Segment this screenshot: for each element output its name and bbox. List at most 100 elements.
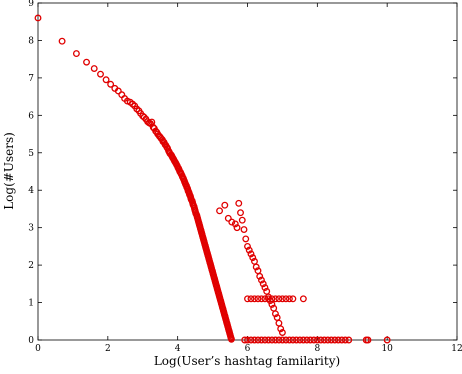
data-point	[278, 295, 286, 303]
data-point	[265, 336, 272, 344]
data-point	[261, 336, 269, 344]
data-point	[299, 295, 307, 303]
data-point	[345, 336, 353, 344]
data-point	[299, 336, 307, 344]
x-tick-label: 12	[451, 344, 462, 354]
data-point	[261, 295, 269, 303]
x-tick-label: 2	[105, 344, 111, 354]
data-point	[231, 220, 239, 228]
data-point	[341, 336, 349, 344]
data-point	[364, 336, 372, 344]
data-point	[102, 76, 110, 84]
data-point	[244, 242, 251, 250]
data-point	[247, 336, 255, 344]
data-point	[265, 295, 272, 303]
data-point	[278, 336, 286, 344]
data-point	[268, 295, 276, 303]
data-point	[228, 218, 236, 226]
data-point	[227, 335, 235, 343]
y-tick-label: 6	[28, 111, 34, 121]
data-point	[221, 201, 229, 209]
data-point	[258, 276, 265, 284]
data-point	[244, 295, 251, 303]
y-tick-label: 5	[28, 149, 34, 159]
data-point	[258, 295, 265, 303]
data-point	[252, 263, 260, 271]
y-tick-label: 0	[28, 336, 34, 346]
data-point	[331, 336, 339, 344]
data-point	[140, 113, 148, 121]
x-tick-label: 8	[314, 344, 320, 354]
data-point	[247, 250, 255, 258]
data-point	[275, 336, 283, 344]
data-point	[247, 295, 255, 303]
data-point	[338, 336, 346, 344]
data-point	[306, 336, 314, 344]
data-point	[249, 254, 257, 262]
x-tick-label: 4	[175, 344, 181, 354]
y-tick-label: 2	[28, 261, 34, 271]
plot-frame	[37, 2, 458, 341]
x-tick-label: 10	[381, 344, 393, 354]
x-tick-labels: 0 2 4 6 8 10 12	[35, 344, 462, 354]
data-point	[235, 199, 243, 207]
data-point	[282, 336, 290, 344]
data-point	[313, 336, 321, 344]
data-point	[224, 214, 232, 222]
y-tick-label: 1	[28, 299, 34, 309]
data-point	[242, 235, 250, 243]
data-point	[271, 295, 279, 303]
data-point	[244, 336, 251, 344]
data-point	[237, 209, 244, 217]
data-point	[285, 295, 293, 303]
y-tick-label: 7	[28, 74, 34, 84]
x-tick-label: 6	[245, 344, 251, 354]
data-point	[233, 224, 241, 232]
data-point	[241, 336, 249, 344]
data-point	[383, 336, 391, 344]
data-point	[240, 226, 248, 233]
axis-ticks	[37, 2, 458, 341]
data-point	[238, 216, 246, 224]
data-point	[259, 280, 267, 288]
x-axis-label: Log(User’s hashtag familarity)	[154, 354, 340, 368]
y-axis-label: Log(#Users)	[2, 132, 16, 210]
data-point	[275, 295, 283, 303]
data-point	[83, 58, 90, 66]
data-point	[310, 336, 318, 344]
data-point	[275, 319, 283, 327]
data-point	[251, 336, 258, 344]
x-tick-label: 0	[35, 344, 41, 354]
data-point	[107, 80, 115, 88]
data-point	[254, 336, 262, 344]
data-point	[317, 336, 325, 344]
data-point	[296, 336, 304, 344]
data-point	[289, 295, 297, 303]
y-tick-labels: 0 1 2 3 4 5 6 7 8 9	[28, 0, 34, 346]
data-points	[34, 14, 391, 344]
data-point	[271, 336, 279, 344]
data-point	[324, 336, 332, 344]
data-point	[254, 295, 262, 303]
data-point	[34, 14, 42, 22]
data-point	[320, 336, 328, 344]
data-point	[278, 329, 286, 336]
data-point	[114, 87, 122, 95]
data-point	[303, 336, 311, 344]
data-point	[327, 336, 335, 344]
data-point	[285, 336, 293, 344]
y-tick-label: 4	[28, 186, 34, 196]
data-point	[72, 50, 80, 57]
data-point	[251, 295, 258, 303]
y-tick-label: 8	[28, 36, 34, 46]
data-point	[256, 272, 264, 280]
data-point	[268, 336, 276, 344]
data-point	[271, 310, 279, 318]
data-point	[261, 284, 269, 292]
data-point	[216, 207, 224, 215]
data-point	[282, 295, 290, 303]
data-point	[289, 336, 297, 344]
data-point	[245, 246, 253, 254]
data-point	[97, 70, 104, 78]
